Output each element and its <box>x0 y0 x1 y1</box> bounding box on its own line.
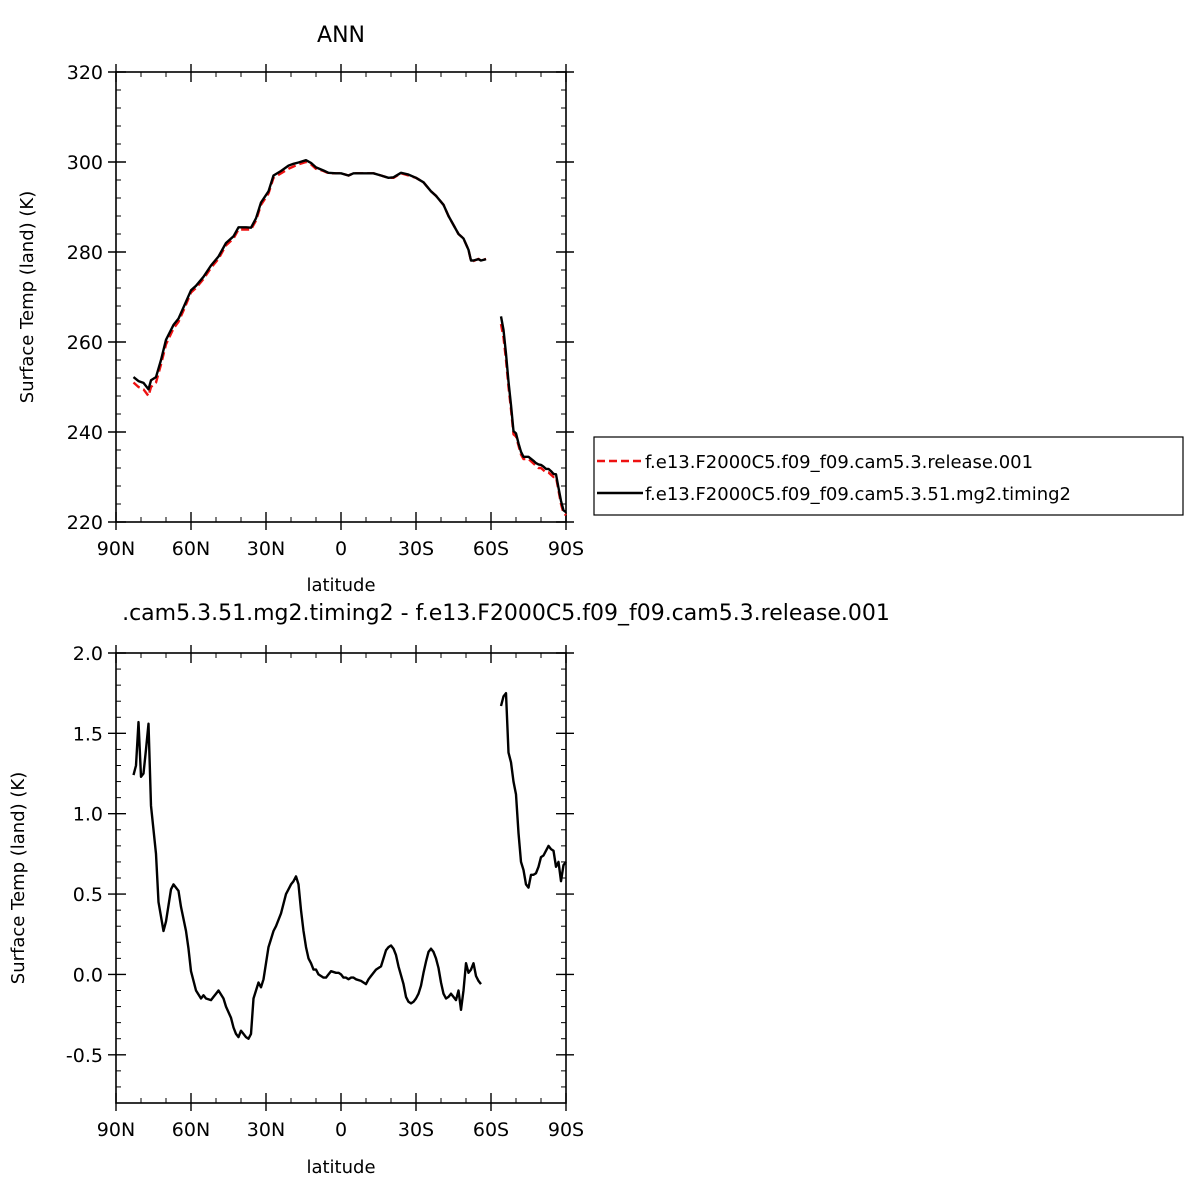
series-line <box>132 160 487 398</box>
chart-title: ANN <box>317 23 365 48</box>
difference-title: .cam5.3.51.mg2.timing2 - f.e13.F2000C5.f… <box>122 601 890 626</box>
x-tick-label: 60N <box>172 1119 210 1141</box>
y-axis-label: Surface Temp (land) (K) <box>17 191 38 403</box>
series-0 <box>132 692 567 1040</box>
plot-frame <box>115 652 567 1104</box>
x-tick-label: 30N <box>247 538 285 560</box>
x-tick-label: 60S <box>473 538 509 560</box>
x-tick-label: 30S <box>398 1119 434 1141</box>
series-line <box>499 692 567 889</box>
series-0 <box>132 160 567 517</box>
y-tick-label: 2.0 <box>73 643 103 665</box>
y-tick-label: 0.5 <box>73 884 103 906</box>
x-tick-label: 0 <box>335 1119 347 1141</box>
series-line <box>132 720 482 1040</box>
x-tick-label: 60N <box>172 538 210 560</box>
y-tick-label: 240 <box>67 422 103 444</box>
series-line <box>499 323 567 517</box>
legend: f.e13.F2000C5.f09_f09.cam5.3.release.001… <box>593 436 1184 516</box>
series-1 <box>132 159 567 514</box>
x-tick-label: 90S <box>548 1119 584 1141</box>
legend-label-timing2: f.e13.F2000C5.f09_f09.cam5.3.51.mg2.timi… <box>645 484 1071 505</box>
x-tick-label: 90S <box>548 538 584 560</box>
legend-box <box>593 436 1184 516</box>
y-tick-label: 220 <box>67 512 103 534</box>
x-tick-label: 30S <box>398 538 434 560</box>
x-tick-label: 90N <box>97 1119 135 1141</box>
y-tick-label: 1.5 <box>73 723 103 745</box>
series-line <box>499 316 567 514</box>
x-tick-label: 30N <box>247 1119 285 1141</box>
y-tick-label: 260 <box>67 332 103 354</box>
chart-panel-top: ANN 90N 60N 30N 0 30S 60S 90S 220 240 260 280 300 32… <box>17 23 584 596</box>
y-tick-label: 300 <box>67 152 103 174</box>
y-tick-label: 1.0 <box>73 804 103 826</box>
y-axis-label: Surface Temp (land) (K) <box>8 772 29 984</box>
series-line <box>132 159 487 391</box>
x-axis-label: latitude <box>306 1157 375 1178</box>
chart-panel-bottom: .cam5.3.51.mg2.timing2 - f.e13.F2000C5.f… <box>8 601 890 1178</box>
x-tick-label: 90N <box>97 538 135 560</box>
x-tick-label: 0 <box>335 538 347 560</box>
x-tick-label: 60S <box>473 1119 509 1141</box>
legend-label-release: f.e13.F2000C5.f09_f09.cam5.3.release.001 <box>645 452 1033 473</box>
plot-frame <box>115 71 567 523</box>
x-axis-label: latitude <box>306 575 375 596</box>
y-tick-label: 280 <box>67 242 103 264</box>
y-tick-label: 320 <box>67 62 103 84</box>
y-tick-label: -0.5 <box>66 1045 103 1067</box>
y-tick-label: 0.0 <box>73 964 103 986</box>
